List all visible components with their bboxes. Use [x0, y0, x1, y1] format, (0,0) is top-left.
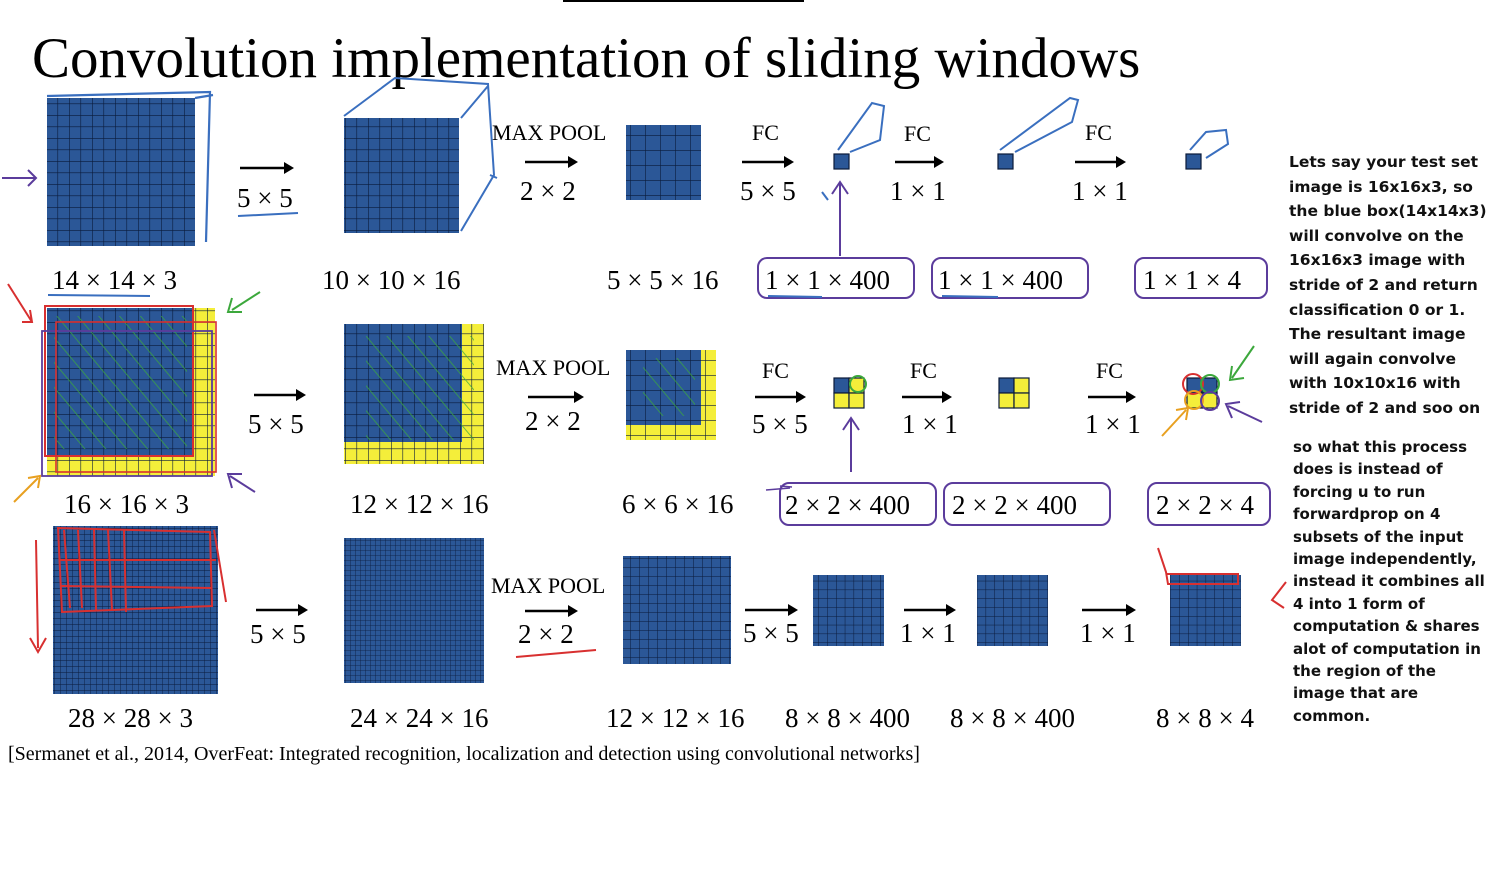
dim-label: 2 × 2 × 400: [952, 490, 1077, 520]
op-label: 1 × 1: [902, 409, 958, 439]
op-label: MAX POOL: [491, 573, 605, 598]
note-line: image is 16x16x3, so: [1289, 177, 1473, 196]
note-line: with 10x10x16 with: [1289, 374, 1461, 393]
op-label: FC: [752, 120, 779, 145]
output-cell-2x2: [998, 377, 1030, 409]
dim-label: 24 × 24 × 16: [350, 703, 488, 733]
note-line: instead it combines all: [1293, 572, 1485, 591]
note-line: so what this process: [1293, 438, 1468, 456]
top-rule: [563, 0, 804, 2]
dim-label: 2 × 2 × 400: [785, 490, 910, 520]
dim-label: 8 × 8 × 400: [950, 703, 1075, 733]
dim-label: 1 × 1 × 400: [938, 265, 1063, 295]
dim-label: 14 × 14 × 3: [52, 265, 177, 295]
dim-label: 28 × 28 × 3: [68, 703, 193, 733]
annotation-note-1: Lets say your test set image is 16x16x3, …: [1289, 150, 1486, 421]
dim-label: 8 × 8 × 4: [1156, 703, 1254, 733]
note-line: classification 0 or 1.: [1289, 300, 1466, 319]
dim-label: 10 × 10 × 16: [322, 265, 460, 295]
note-line: subsets of the input: [1293, 527, 1464, 546]
op-label: FC: [1085, 120, 1112, 145]
op-label: 5 × 5: [740, 176, 796, 206]
dim-label: 6 × 6 × 16: [622, 489, 733, 519]
dim-label: 12 × 12 × 16: [350, 489, 488, 519]
note-line: forwardprop on 4: [1293, 505, 1441, 524]
note-line: 4 into 1 form of: [1293, 594, 1425, 613]
dim-label: 2 × 2 × 4: [1156, 490, 1254, 520]
note-line: image independently,: [1293, 550, 1477, 569]
note-line: alot of computation in: [1293, 639, 1481, 658]
op-label: 2 × 2: [525, 406, 581, 436]
citation: [Sermanet et al., 2014, OverFeat: Integr…: [8, 743, 920, 765]
unit-cell: [833, 153, 850, 170]
note-line: common.: [1293, 706, 1371, 725]
row-3: 28 × 28 × 3 5 × 5 24 × 24 × 16 MAX POOL …: [29, 526, 1287, 733]
op-label: 1 × 1: [890, 176, 946, 206]
output-cell-2x2: [833, 375, 867, 409]
note-line: forcing u to run: [1293, 482, 1426, 501]
dim-label: 12 × 12 × 16: [606, 703, 744, 733]
purple-arrow-left: [2, 169, 38, 187]
purple-arrow-up: [831, 180, 849, 256]
op-label: 1 × 1: [900, 618, 956, 648]
op-label: FC: [762, 358, 789, 383]
op-label: 2 × 2: [520, 176, 576, 206]
op-label: 5 × 5: [248, 409, 304, 439]
unit-cell: [1185, 153, 1202, 170]
note-line: stride of 2 and soo on: [1289, 398, 1481, 417]
op-label: 5 × 5: [743, 618, 799, 648]
note-line: the blue box(14x14x3): [1289, 202, 1486, 221]
dim-label: 8 × 8 × 400: [785, 703, 910, 733]
note-line: the region of the: [1293, 662, 1436, 681]
op-label: FC: [910, 358, 937, 383]
note-line: will convolve on the: [1289, 226, 1464, 245]
note-line: image that are: [1293, 684, 1419, 703]
op-label: FC: [1096, 358, 1123, 383]
purple-arrow-up: [842, 416, 860, 472]
dim-label: 1 × 1 × 4: [1143, 265, 1241, 295]
note-line: does is instead of: [1293, 460, 1443, 479]
dim-label: 1 × 1 × 400: [765, 265, 890, 295]
page-title: Convolution implementation of sliding wi…: [32, 27, 1140, 90]
row-2: 16 × 16 × 3 5 × 5 12 × 12 × 16 MAX POOL …: [7, 283, 1271, 526]
note-line: stride of 2 and return: [1289, 275, 1478, 294]
op-label: 1 × 1: [1080, 618, 1136, 648]
op-label: 2 × 2: [518, 619, 574, 649]
op-label: MAX POOL: [492, 120, 606, 145]
note-line: Lets say your test set: [1289, 153, 1479, 171]
note-line: The resultant image: [1289, 325, 1466, 344]
op-label: 5 × 5: [752, 409, 808, 439]
op-label: 1 × 1: [1085, 409, 1141, 439]
op-label: MAX POOL: [496, 355, 610, 380]
op-label: 5 × 5: [237, 183, 293, 213]
note-line: 16x16x3 image with: [1289, 251, 1466, 270]
unit-cell: [997, 153, 1014, 170]
op-label: 5 × 5: [250, 619, 306, 649]
dim-label: 16 × 16 × 3: [64, 489, 189, 519]
op-label: 1 × 1: [1072, 176, 1128, 206]
annotation-note-2: so what this process does is instead of fo…: [1293, 436, 1485, 727]
note-line: will again convolve: [1289, 349, 1456, 368]
row-1: 14 × 14 × 3 5 × 5 10 × 10 × 16 MAX POOL …: [2, 76, 1268, 299]
pen-annotation-volume: [343, 76, 498, 232]
note-line: computation & shares: [1293, 617, 1480, 636]
dim-label: 5 × 5 × 16: [607, 265, 718, 295]
pen-annotation-volume: [46, 90, 214, 243]
output-cell-2x2: [1182, 373, 1220, 411]
op-label: FC: [904, 121, 931, 146]
